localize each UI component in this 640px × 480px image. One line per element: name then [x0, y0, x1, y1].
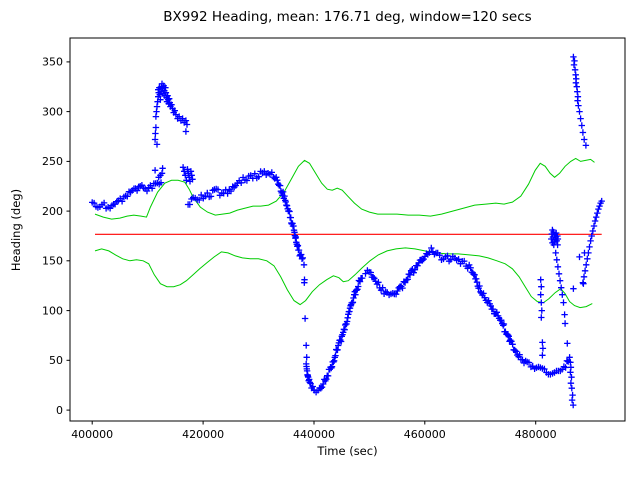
x-axis-label: Time (sec) — [317, 444, 378, 458]
y-tick-label: 200 — [42, 205, 63, 218]
x-tick-label: 480000 — [515, 428, 557, 441]
x-tick-label: 420000 — [182, 428, 224, 441]
y-tick-label: 350 — [42, 56, 63, 69]
y-tick-label: 150 — [42, 255, 63, 268]
heading-points — [89, 53, 605, 409]
chart-title: BX992 Heading, mean: 176.71 deg, window=… — [163, 9, 532, 25]
y-tick-label: 50 — [49, 354, 63, 367]
envelope-upper-line — [94, 157, 595, 220]
y-tick-label: 100 — [42, 304, 63, 317]
y-tick-label: 300 — [42, 105, 63, 118]
y-tick-label: 0 — [56, 404, 63, 417]
y-tick-label: 250 — [42, 155, 63, 168]
envelope-lower-line — [94, 247, 593, 309]
x-tick-label: 460000 — [404, 428, 446, 441]
x-tick-label: 400000 — [71, 428, 113, 441]
axes-spines — [69, 37, 626, 422]
x-tick-label: 440000 — [293, 428, 335, 441]
